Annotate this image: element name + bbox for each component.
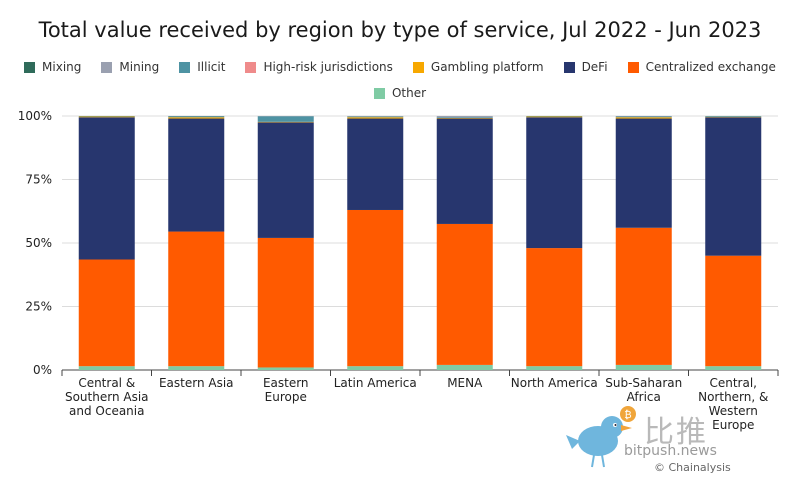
bar-mena-mining <box>436 116 493 118</box>
bar-eastern-europe-defi <box>257 122 314 238</box>
bar-latin-america-defi <box>347 118 404 210</box>
legend-label-gambling-platform: Gambling platform <box>430 60 544 74</box>
legend: Mixing Mining Illicit High-risk jurisdictio… <box>20 60 780 100</box>
bird-logo-icon: ₿ <box>566 406 636 468</box>
bar-central-southern-asia-and-oceania-defi <box>78 117 135 260</box>
bar-central-northern-western-europe-defi <box>705 117 762 256</box>
legend-swatch-high-risk-jurisdictions <box>245 61 257 73</box>
y-tick-label-50: 50% <box>25 236 52 250</box>
legend-item-gambling-platform: Gambling platform <box>412 60 544 74</box>
bar-mena-defi <box>436 118 493 224</box>
bar-mena-centralized-exchange <box>436 223 493 365</box>
bar-eastern-europe-gambling-platform <box>257 121 314 123</box>
bar-sub-saharan-africa-other <box>615 364 672 370</box>
bar-sub-saharan-africa-illicit <box>615 116 672 118</box>
bar-latin-america-gambling-platform <box>347 117 404 119</box>
y-tick-label-100: 100% <box>18 109 52 123</box>
x-tick-label-north-america: North America <box>511 376 598 390</box>
watermark-url: bitpush.news <box>624 443 717 459</box>
bar-latin-america-centralized-exchange <box>347 209 404 367</box>
legend-swatch-defi <box>563 61 575 73</box>
legend-label-other: Other <box>391 86 427 100</box>
bar-north-america-defi <box>526 117 583 249</box>
bar-eastern-asia-other <box>168 366 225 370</box>
bar-eastern-asia-centralized-exchange <box>168 231 225 367</box>
x-tick-label-latin-america: Latin America <box>334 376 417 390</box>
x-tick-label-eastern-europe: Eastern Europe <box>263 376 309 404</box>
legend-swatch-illicit <box>179 61 191 73</box>
legend-swatch-mixing <box>24 61 36 73</box>
bar-central-southern-asia-and-oceania-centralized-exchange <box>78 259 135 367</box>
y-tick-label-75: 75% <box>25 173 52 187</box>
legend-label-mixing: Mixing <box>42 60 82 74</box>
bar-sub-saharan-africa-mining <box>615 116 672 117</box>
legend-item-illicit: Illicit <box>179 60 225 74</box>
bar-sub-saharan-africa-defi <box>615 118 672 228</box>
bar-mena-illicit <box>436 117 493 119</box>
bar-north-america-other <box>526 366 583 370</box>
legend-swatch-other <box>373 87 385 99</box>
bar-central-southern-asia-and-oceania-illicit <box>78 116 135 117</box>
bar-eastern-europe-centralized-exchange <box>257 237 314 368</box>
watermark: ₿ 比推 bitpush.news © Chainalysis <box>562 405 762 475</box>
x-tick-label-sub-saharan-africa: Sub-Saharan Africa <box>605 376 682 404</box>
bar-central-southern-asia-and-oceania-gambling-platform <box>78 116 135 118</box>
chart-title: Total value received by region by type o… <box>38 18 762 42</box>
bar-central-northern-western-europe-illicit <box>705 116 762 117</box>
bar-north-america-centralized-exchange <box>526 248 583 367</box>
legend-item-high-risk-jurisdictions: High-risk jurisdictions <box>245 60 393 74</box>
bar-sub-saharan-africa-gambling-platform <box>615 117 672 119</box>
bar-central-northern-western-europe-other <box>705 366 762 370</box>
legend-item-centralized-exchange: Centralized exchange <box>627 60 776 74</box>
legend-label-mining: Mining <box>119 60 160 74</box>
bar-central-southern-asia-and-oceania-other <box>78 366 135 370</box>
legend-label-high-risk-jurisdictions: High-risk jurisdictions <box>263 60 393 74</box>
legend-item-other: Other <box>373 86 427 100</box>
legend-label-illicit: Illicit <box>197 60 226 74</box>
watermark-chinese-text: 比推 <box>644 415 708 450</box>
x-tick-label-central-southern-asia-and-oceania: Central & Southern Asia and Oceania <box>65 376 149 418</box>
bar-eastern-asia-gambling-platform <box>168 117 225 119</box>
legend-label-centralized-exchange: Centralized exchange <box>645 60 776 74</box>
legend-swatch-gambling-platform <box>412 61 424 73</box>
legend-swatch-centralized-exchange <box>627 61 639 73</box>
bitcoin-coin-icon: ₿ <box>624 409 631 421</box>
legend-swatch-mining <box>101 61 113 73</box>
bar-central-northern-western-europe-gambling-platform <box>705 116 762 118</box>
chart-source: © Chainalysis <box>654 461 731 474</box>
bar-eastern-asia-defi <box>168 118 225 232</box>
y-tick-label-25: 25% <box>25 300 52 314</box>
legend-label-defi: DeFi <box>581 60 608 74</box>
legend-item-mining: Mining <box>101 60 159 74</box>
bar-latin-america-other <box>347 366 404 370</box>
bar-mena-gambling-platform <box>436 118 493 119</box>
bar-north-america-illicit <box>526 116 583 117</box>
bar-sub-saharan-africa-centralized-exchange <box>615 227 672 365</box>
y-tick-label-0: 0% <box>33 363 52 377</box>
bar-central-northern-western-europe-centralized-exchange <box>705 255 762 367</box>
bar-mena-other <box>436 364 493 370</box>
x-tick-label-mena: MENA <box>447 376 483 390</box>
bar-eastern-europe-other <box>257 367 314 370</box>
legend-item-mixing: Mixing <box>24 60 81 74</box>
legend-item-defi: DeFi <box>563 60 608 74</box>
x-tick-label-central-northern-western-europe: Central, Northern, & Western Europe <box>698 376 768 432</box>
bar-latin-america-illicit <box>347 116 404 118</box>
bar-latin-america-mining <box>347 116 404 117</box>
bar-north-america-gambling-platform <box>526 116 583 118</box>
bar-eastern-europe-illicit <box>257 116 314 122</box>
bar-eastern-asia-illicit <box>168 116 225 118</box>
x-tick-label-eastern-asia: Eastern Asia <box>159 376 234 390</box>
